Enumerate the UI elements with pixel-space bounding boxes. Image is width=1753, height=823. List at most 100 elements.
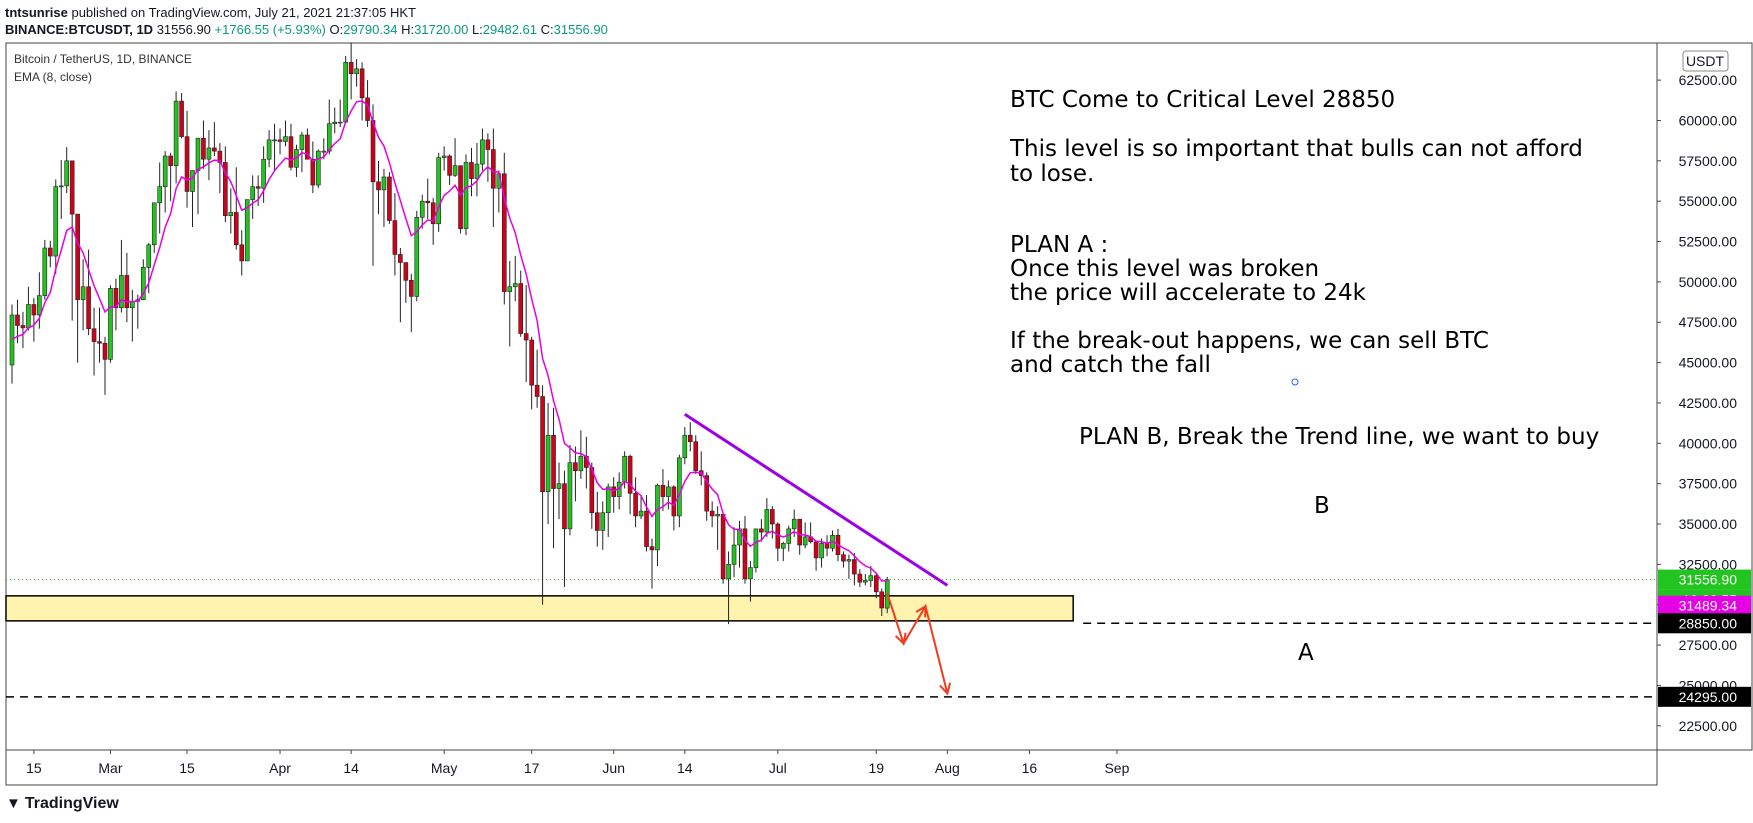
candle-body[interactable] xyxy=(119,275,124,309)
candle-body[interactable] xyxy=(709,510,715,517)
candle-body[interactable] xyxy=(731,544,737,565)
candle-body[interactable] xyxy=(863,580,868,583)
projection-arrow[interactable] xyxy=(886,593,949,694)
candle-body[interactable] xyxy=(15,314,20,326)
candle-body[interactable] xyxy=(491,149,496,189)
candle-body[interactable] xyxy=(53,186,59,257)
candle-body[interactable] xyxy=(228,212,234,217)
candle-body[interactable] xyxy=(742,528,748,580)
candle-body[interactable] xyxy=(578,455,584,472)
candle-body[interactable] xyxy=(507,286,513,292)
candle-body[interactable] xyxy=(534,384,540,397)
candle-body[interactable] xyxy=(212,147,217,152)
candle-body[interactable] xyxy=(146,244,152,268)
candle-body[interactable] xyxy=(447,155,452,176)
candle-body[interactable] xyxy=(748,567,753,580)
candle-body[interactable] xyxy=(802,536,808,546)
candle-body[interactable] xyxy=(452,165,458,176)
candle-body[interactable] xyxy=(791,518,797,530)
candle-body[interactable] xyxy=(201,137,206,160)
candle-body[interactable] xyxy=(780,543,786,549)
candle-body[interactable] xyxy=(97,341,102,344)
candle-body[interactable] xyxy=(813,541,819,559)
candle-body[interactable] xyxy=(359,68,365,99)
candle-body[interactable] xyxy=(348,62,354,74)
candle-body[interactable] xyxy=(764,509,770,533)
candle-body[interactable] xyxy=(206,147,212,160)
candle-body[interactable] xyxy=(770,509,775,525)
candle-body[interactable] xyxy=(244,199,250,262)
candle-body[interactable] xyxy=(512,283,518,288)
candle-body[interactable] xyxy=(573,462,578,472)
candle-body[interactable] xyxy=(682,434,688,459)
candle-body[interactable] xyxy=(42,247,48,296)
candle-body[interactable] xyxy=(693,441,699,472)
candle-body[interactable] xyxy=(69,160,75,215)
candle-body[interactable] xyxy=(277,139,283,142)
candle-body[interactable] xyxy=(523,333,529,341)
candle-body[interactable] xyxy=(283,136,288,142)
candle-body[interactable] xyxy=(91,328,97,342)
candle-body[interactable] xyxy=(666,486,671,497)
candle-body[interactable] xyxy=(638,510,644,517)
candle-body[interactable] xyxy=(841,554,846,562)
candle-body[interactable] xyxy=(381,176,387,191)
author-name[interactable]: tntsunrise xyxy=(5,5,68,20)
candle-body[interactable] xyxy=(250,186,255,200)
candle-body[interactable] xyxy=(529,339,534,386)
candle-body[interactable] xyxy=(720,514,726,580)
candle-body[interactable] xyxy=(518,283,524,334)
candle-body[interactable] xyxy=(80,286,86,300)
candle-body[interactable] xyxy=(9,314,15,366)
candle-body[interactable] xyxy=(288,136,294,168)
candle-body[interactable] xyxy=(605,486,611,514)
candle-body[interactable] xyxy=(480,139,485,165)
candle-body[interactable] xyxy=(305,134,310,160)
candle-body[interactable] xyxy=(857,573,863,583)
candle-body[interactable] xyxy=(501,173,507,292)
candle-body[interactable] xyxy=(47,247,53,257)
candle-body[interactable] xyxy=(392,220,398,255)
candle-body[interactable] xyxy=(556,483,562,489)
candle-body[interactable] xyxy=(75,213,80,300)
candle-body[interactable] xyxy=(162,155,168,187)
candle-body[interactable] xyxy=(704,475,709,512)
candle-body[interactable] xyxy=(474,163,480,179)
candle-body[interactable] xyxy=(644,510,649,547)
candle-body[interactable] xyxy=(239,244,245,262)
tradingview-logo[interactable]: ▼ TradingView xyxy=(6,795,119,813)
candle-body[interactable] xyxy=(633,493,638,517)
candle-body[interactable] xyxy=(655,484,660,551)
candle-body[interactable] xyxy=(627,455,633,494)
candle-body[interactable] xyxy=(819,543,824,559)
candle-body[interactable] xyxy=(611,486,617,497)
candle-body[interactable] xyxy=(425,200,431,204)
candle-body[interactable] xyxy=(223,162,228,217)
support-zone[interactable] xyxy=(5,595,1074,622)
candle-body[interactable] xyxy=(124,275,130,309)
candle-body[interactable] xyxy=(102,342,108,360)
candle-body[interactable] xyxy=(567,462,573,530)
candle-body[interactable] xyxy=(753,528,759,568)
candle-body[interactable] xyxy=(398,254,403,263)
candle-body[interactable] xyxy=(677,457,682,517)
candle-body[interactable] xyxy=(846,559,852,562)
candle-body[interactable] xyxy=(540,396,545,493)
candle-body[interactable] xyxy=(594,512,600,531)
candle-body[interactable] xyxy=(868,575,874,581)
candle-body[interactable] xyxy=(387,176,392,221)
candle-body[interactable] xyxy=(551,434,556,489)
candle-body[interactable] xyxy=(316,150,321,186)
anchor-point-icon[interactable] xyxy=(1291,378,1299,386)
candle-body[interactable] xyxy=(108,288,113,360)
candle-body[interactable] xyxy=(376,181,381,191)
candle-body[interactable] xyxy=(545,434,551,493)
candle-body[interactable] xyxy=(726,564,731,580)
candle-body[interactable] xyxy=(272,139,277,142)
trend-line[interactable] xyxy=(683,412,949,587)
currency-badge[interactable] xyxy=(1682,50,1729,72)
candle-body[interactable] xyxy=(58,185,64,188)
candle-body[interactable] xyxy=(321,150,327,153)
candle-body[interactable] xyxy=(409,279,414,297)
